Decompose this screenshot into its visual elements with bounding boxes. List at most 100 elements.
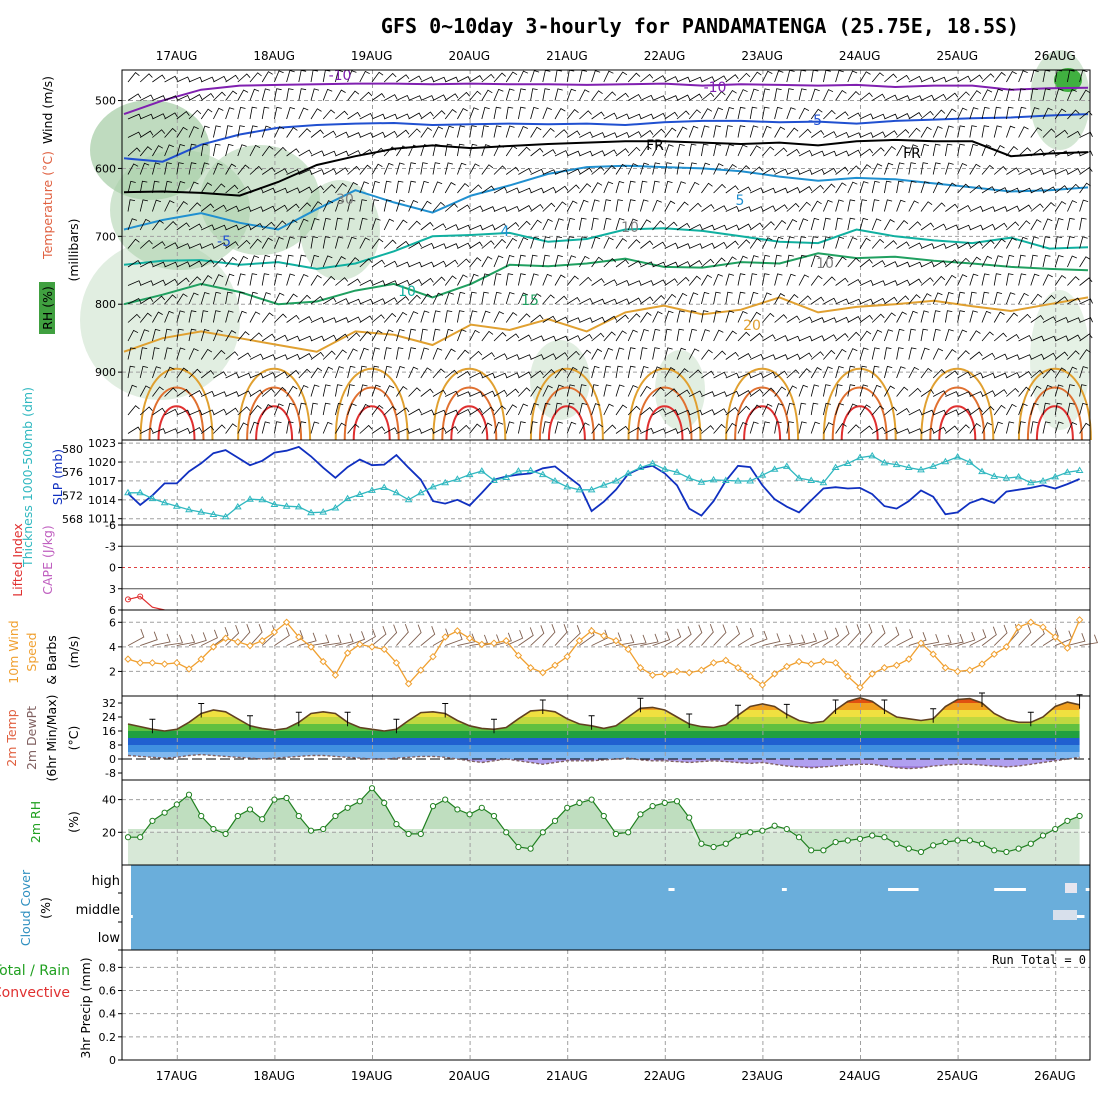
wind-barb [420, 111, 434, 120]
wind-barb [749, 106, 758, 120]
wind-barb [408, 180, 416, 194]
wind-barb [774, 168, 788, 175]
wind-barb [810, 108, 823, 120]
wind-barb [310, 217, 320, 231]
wind-barb [359, 149, 373, 157]
wind-barb [908, 127, 921, 138]
wind-barb [689, 76, 703, 83]
wind-barb [1079, 422, 1091, 434]
wind-barb [908, 408, 923, 416]
wind-barb [774, 88, 782, 101]
wind-barb [518, 237, 529, 249]
rh-point [320, 825, 327, 833]
wind-barb [933, 243, 947, 249]
wind-barb [298, 202, 311, 212]
wind-barb [530, 273, 539, 286]
wind-barb [640, 219, 652, 231]
contour-label: 10 [621, 220, 639, 236]
wind-barb [530, 254, 538, 268]
rh-point [612, 830, 620, 838]
wind-barb [969, 310, 978, 323]
wind-barb [701, 204, 715, 212]
wind-barb [530, 88, 538, 101]
wind-barb [591, 132, 605, 138]
wind-barb [981, 422, 992, 434]
wind-barb [713, 205, 727, 212]
wind-speed-point [783, 662, 791, 671]
wind-barb [603, 331, 616, 342]
wind-barb [518, 167, 532, 175]
wind-barb [445, 224, 459, 231]
cloud-cell [1065, 883, 1077, 893]
wind-barb [933, 390, 947, 397]
wind-barb [176, 388, 190, 397]
thickness-point [209, 510, 218, 517]
y-tick-label: 4 [109, 641, 116, 654]
rh-point [393, 821, 400, 828]
wind-barb [1018, 70, 1028, 83]
cloud-cell [781, 888, 787, 891]
wind-barb [920, 143, 930, 157]
y-label-cloud-cover: Cloud Cover [18, 869, 33, 946]
wind-barb [1030, 88, 1038, 101]
wind-barb [408, 347, 416, 360]
wind-barb [1067, 168, 1081, 175]
isotherm-warm-lobe [840, 405, 879, 441]
wind-barb [274, 187, 288, 194]
wind-barb [1018, 147, 1032, 157]
wind-barb [762, 205, 776, 212]
wind-barb [493, 405, 506, 416]
wind-barb [1006, 237, 1017, 249]
wind-barb [676, 328, 685, 342]
wind-barb [237, 224, 252, 231]
wind-barb [957, 204, 971, 212]
wind-barb [701, 143, 709, 157]
wind-barb-10m [213, 626, 229, 646]
wind-barb [213, 424, 226, 434]
wind-barb-10m [859, 623, 873, 646]
wind-barb [908, 180, 917, 194]
wind-barb [688, 369, 702, 379]
wind-barb-10m [359, 628, 376, 646]
wind-barb-10m [920, 634, 940, 647]
wind-barb [261, 312, 274, 323]
wind-barb [237, 144, 247, 157]
wind-barb [810, 275, 823, 286]
wind-barb [139, 406, 153, 416]
wind-barb [847, 331, 860, 342]
wind-barb [847, 257, 860, 268]
wind-barb [225, 310, 234, 323]
wind-barb [762, 371, 776, 379]
wind-barb [993, 125, 1003, 138]
wind-barb [542, 421, 551, 434]
wind-barb [213, 107, 224, 120]
wind-barb [383, 72, 397, 83]
wind-barb-10m [383, 624, 398, 646]
wind-barb [920, 110, 934, 120]
wind-barb [164, 310, 174, 323]
wind-barb [298, 316, 313, 323]
wind-barb [737, 239, 751, 249]
wind-barb [152, 311, 163, 323]
wind-barb [213, 91, 226, 101]
wind-barb [481, 390, 496, 397]
wind-barb [432, 162, 441, 175]
wind-barb [481, 310, 491, 323]
wind-barb [444, 182, 456, 194]
wind-barb [798, 421, 807, 434]
wind-barb [896, 180, 904, 194]
wind-barb [200, 275, 213, 286]
wind-barb [140, 113, 154, 120]
wind-barb-10m [603, 632, 622, 647]
wind-barb-10m [908, 632, 927, 647]
wind-barb [505, 166, 520, 175]
wind-barb [371, 259, 386, 268]
wind-barb [457, 204, 471, 212]
wind-barb [652, 328, 661, 342]
wind-barb [139, 347, 148, 360]
wind-barb [457, 76, 471, 83]
wind-barb [432, 276, 446, 286]
lifted-index-point [137, 593, 144, 600]
thickness-point [1075, 466, 1084, 473]
wind-barb [1018, 254, 1026, 268]
